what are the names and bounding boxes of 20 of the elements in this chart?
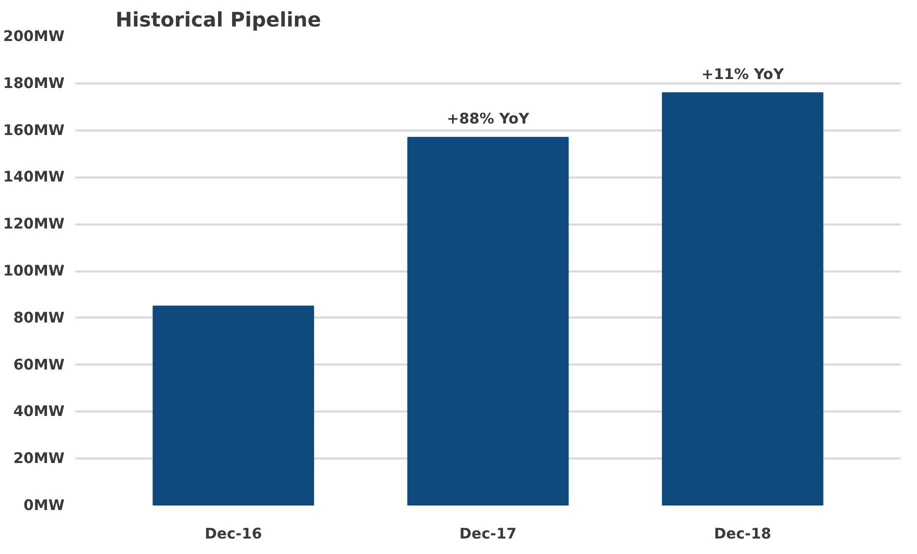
- bar: [662, 92, 824, 506]
- x-tick-label: Dec-17: [459, 526, 517, 542]
- bar: [152, 306, 314, 506]
- y-tick-label: 160MW: [3, 122, 65, 139]
- y-tick-label: 0MW: [24, 497, 65, 514]
- annotation: +88% YoY: [446, 110, 530, 128]
- y-tick-label: 80MW: [13, 309, 65, 326]
- y-tick-label: 20MW: [13, 450, 65, 468]
- y-tick-label: 60MW: [13, 356, 65, 374]
- y-tick-label: 200MW: [3, 28, 65, 45]
- bar: [407, 136, 569, 506]
- x-tick-label: Dec-16: [204, 526, 262, 542]
- x-tick-label: Dec-18: [714, 526, 772, 542]
- y-tick-label: 140MW: [3, 168, 65, 186]
- y-tick-label: 40MW: [13, 403, 65, 420]
- y-tick-label: 100MW: [3, 262, 65, 280]
- annotation: +11% YoY: [701, 66, 784, 83]
- y-tick-label: 180MW: [3, 74, 65, 92]
- y-tick-label: 120MW: [3, 216, 65, 233]
- chart-title: Historical Pipeline: [116, 8, 322, 32]
